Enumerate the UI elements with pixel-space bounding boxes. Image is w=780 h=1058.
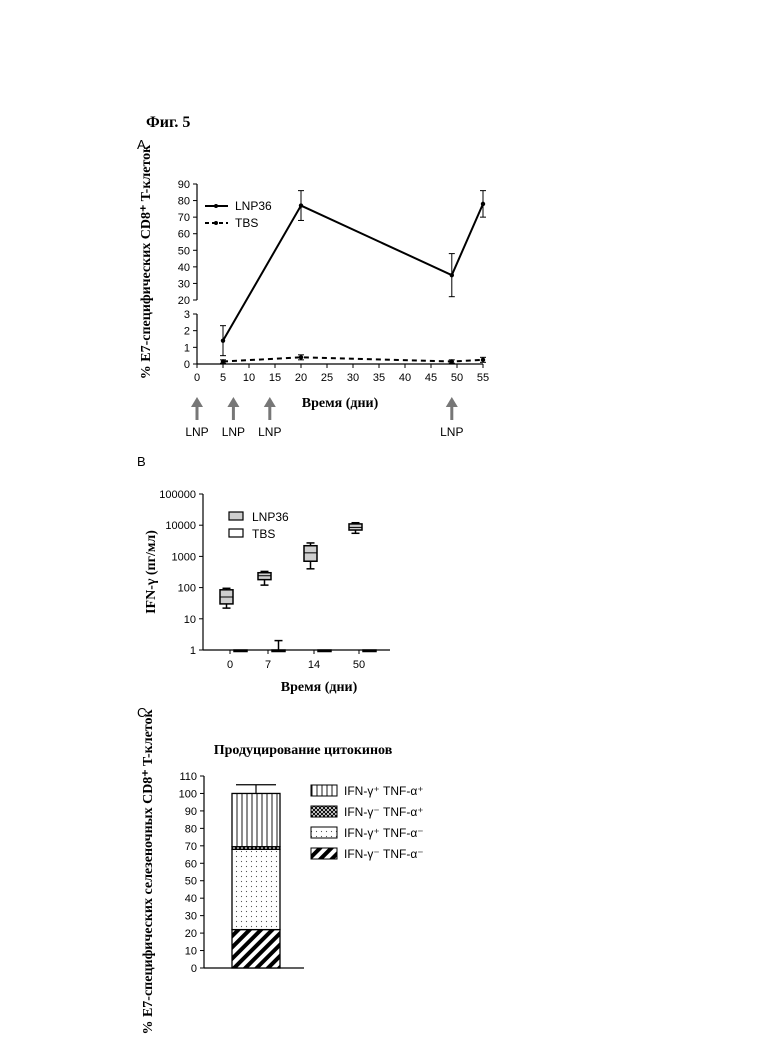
- y-tick-label: 30: [185, 911, 197, 923]
- x-axis-title: Время (дни): [281, 680, 358, 695]
- x-tick-label: 40: [399, 372, 411, 384]
- legend-label: LNP36: [235, 199, 272, 213]
- y-tick-label: 3: [184, 309, 190, 321]
- legend-label: IFN-γ⁻ TNF-α⁻: [344, 847, 424, 861]
- y-axis-title: % E7-специфических CD8⁺ T-клеток: [139, 144, 154, 379]
- data-point: [481, 358, 485, 362]
- y-tick-label: 50: [185, 876, 197, 888]
- y-tick-label: 90: [185, 806, 197, 818]
- y-tick-label: 1: [184, 342, 190, 354]
- x-tick-label: 55: [477, 372, 489, 384]
- legend-swatch: [311, 785, 337, 796]
- dosing-arrow-icon: [446, 397, 458, 407]
- legend-swatch: [311, 806, 337, 817]
- y-tick-label: 10000: [165, 520, 196, 532]
- y-tick-label: 2: [184, 326, 190, 338]
- y-tick-label: 20: [178, 295, 190, 307]
- x-tick-label: 7: [265, 659, 271, 671]
- dosing-label: LNP: [258, 425, 281, 439]
- y-tick-label: 30: [178, 278, 190, 290]
- y-tick-label: 80: [185, 823, 197, 835]
- figure-title: Фиг. 5: [146, 114, 190, 131]
- x-tick-label: 10: [243, 372, 255, 384]
- legend-swatch: [311, 848, 337, 859]
- y-tick-label: 60: [178, 229, 190, 241]
- y-tick-label: 100: [179, 788, 197, 800]
- figure-canvas: Фиг. 5 A20304050607080900123051015202530…: [0, 0, 780, 1058]
- box-lnp36: [304, 546, 317, 562]
- dosing-label: LNP: [185, 425, 208, 439]
- x-tick-label: 45: [425, 372, 437, 384]
- legend-label: IFN-γ⁺ TNF-α⁻: [344, 826, 424, 840]
- data-point: [221, 338, 225, 342]
- legend-swatch: [229, 529, 243, 537]
- y-tick-label: 100000: [159, 489, 196, 501]
- y-tick-label: 70: [185, 841, 197, 853]
- legend-swatch: [229, 512, 243, 520]
- data-point: [450, 359, 454, 363]
- y-tick-label: 10: [184, 614, 196, 626]
- x-tick-label: 50: [451, 372, 463, 384]
- stacked-bar-segment: [232, 930, 280, 968]
- legend-label: TBS: [235, 216, 258, 230]
- data-point: [221, 359, 225, 363]
- y-tick-label: 20: [185, 928, 197, 940]
- legend-label: TBS: [252, 527, 275, 541]
- legend-label: LNP36: [252, 510, 289, 524]
- y-tick-label: 110: [179, 771, 197, 783]
- x-tick-label: 50: [353, 659, 365, 671]
- x-tick-label: 35: [373, 372, 385, 384]
- x-tick-label: 0: [194, 372, 200, 384]
- panel-b-chart: B 1 10 100 1000 10000 100000 0 7 14 50 Время (дни) I…: [137, 454, 390, 695]
- y-tick-label: 40: [185, 893, 197, 905]
- stacked-bar-segment: [232, 793, 280, 846]
- y-tick-label: 40: [178, 262, 190, 274]
- chart-title: Продуцирование цитокинов: [214, 743, 393, 758]
- x-tick-label: 30: [347, 372, 359, 384]
- y-tick-label: 50: [178, 245, 190, 257]
- data-point: [450, 273, 454, 277]
- legend-swatch: [311, 827, 337, 838]
- legend-label: IFN-γ⁻ TNF-α⁺: [344, 805, 424, 819]
- series-line-lnp36: [223, 204, 483, 341]
- data-point: [299, 355, 303, 359]
- panel-a-chart: A203040506070809001230510152025303540455…: [137, 137, 489, 439]
- x-tick-label: 5: [220, 372, 226, 384]
- dosing-arrow-icon: [264, 397, 276, 407]
- y-tick-label: 0: [191, 963, 197, 975]
- legend-marker: [214, 221, 218, 225]
- series-line-tbs: [223, 357, 483, 361]
- stacked-bar-segment: [232, 849, 280, 929]
- y-tick-label: 100: [178, 583, 196, 595]
- panel-b-label: B: [137, 454, 146, 469]
- dosing-arrow-icon: [227, 397, 239, 407]
- x-tick-label: 15: [269, 372, 281, 384]
- x-tick-label: 25: [321, 372, 333, 384]
- x-tick-label: 0: [227, 659, 233, 671]
- data-point: [481, 202, 485, 206]
- y-tick-label: 1000: [172, 551, 196, 563]
- y-tick-label: 10: [185, 946, 197, 958]
- dosing-arrow-icon: [191, 397, 203, 407]
- dosing-label: LNP: [440, 425, 463, 439]
- y-tick-label: 80: [178, 196, 190, 208]
- y-tick-label: 70: [178, 212, 190, 224]
- data-point: [299, 203, 303, 207]
- y-tick-label: 0: [184, 359, 190, 371]
- dosing-label: LNP: [222, 425, 245, 439]
- x-tick-label: 14: [308, 659, 320, 671]
- panel-c-chart: CПродуцирование цитокинов010203040506070…: [137, 705, 424, 1035]
- y-axis-title: % E7-специфических селезеночных CD8⁺ T-к…: [141, 709, 156, 1035]
- legend-marker: [214, 204, 218, 208]
- y-axis-title: IFN-γ (пг/мл): [144, 530, 159, 614]
- y-tick-label: 60: [185, 858, 197, 870]
- legend-label: IFN-γ⁺ TNF-α⁺: [344, 784, 424, 798]
- y-tick-label: 1: [190, 645, 196, 657]
- x-axis-title: Время (дни): [302, 396, 379, 411]
- y-tick-label: 90: [178, 179, 190, 191]
- x-tick-label: 20: [295, 372, 307, 384]
